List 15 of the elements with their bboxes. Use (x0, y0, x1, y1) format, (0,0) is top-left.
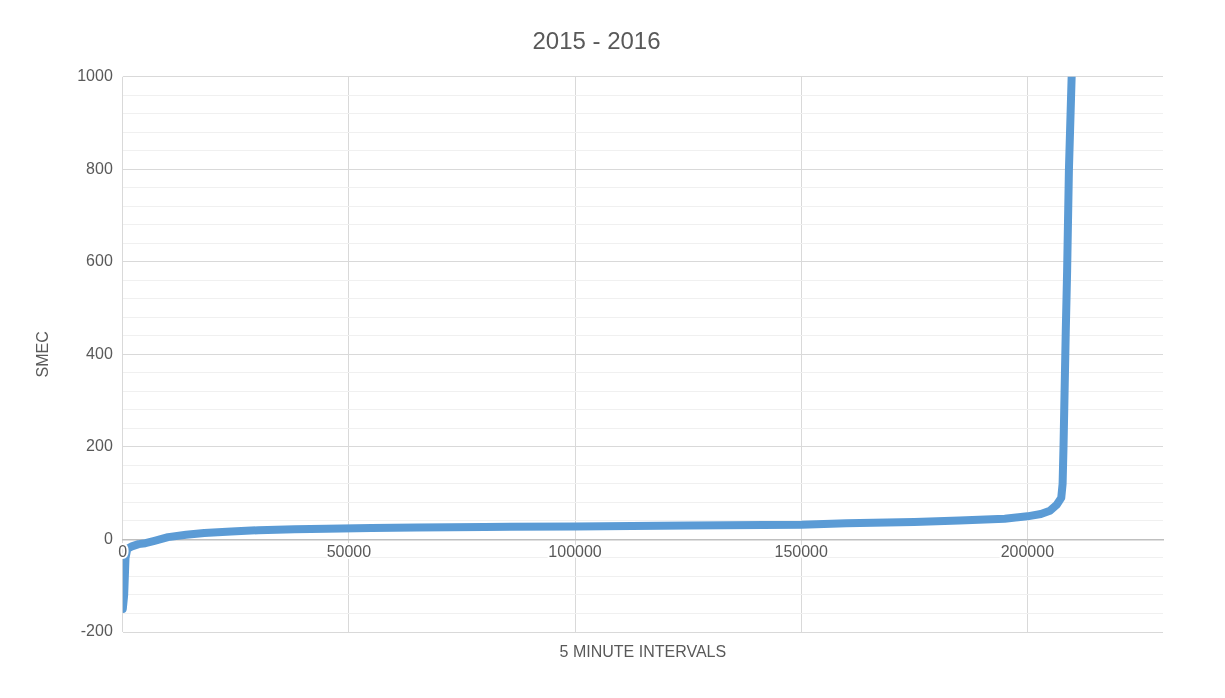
y-tick-label: -200 (80, 622, 113, 640)
x-tick-label: 50000 (326, 542, 372, 560)
y-tick-label: 600 (86, 252, 113, 270)
x-tick-label: 150000 (774, 542, 828, 560)
y-tick-label: 1000 (77, 67, 113, 85)
y-tick-label: 0 (103, 529, 113, 547)
x-tick-label: 100000 (548, 542, 602, 560)
x-tick-label: 0 (118, 542, 128, 560)
y-tick-label: 800 (86, 159, 113, 177)
y-tick-label: 200 (86, 437, 113, 455)
x-axis-title: 5 MINUTE INTERVALS (559, 643, 727, 661)
x-tick-label: 200000 (1000, 542, 1055, 560)
y-axis-title: SMEC (34, 331, 52, 378)
y-tick-label: 400 (86, 344, 113, 362)
chart-title: 2015 - 2016 (532, 27, 661, 55)
